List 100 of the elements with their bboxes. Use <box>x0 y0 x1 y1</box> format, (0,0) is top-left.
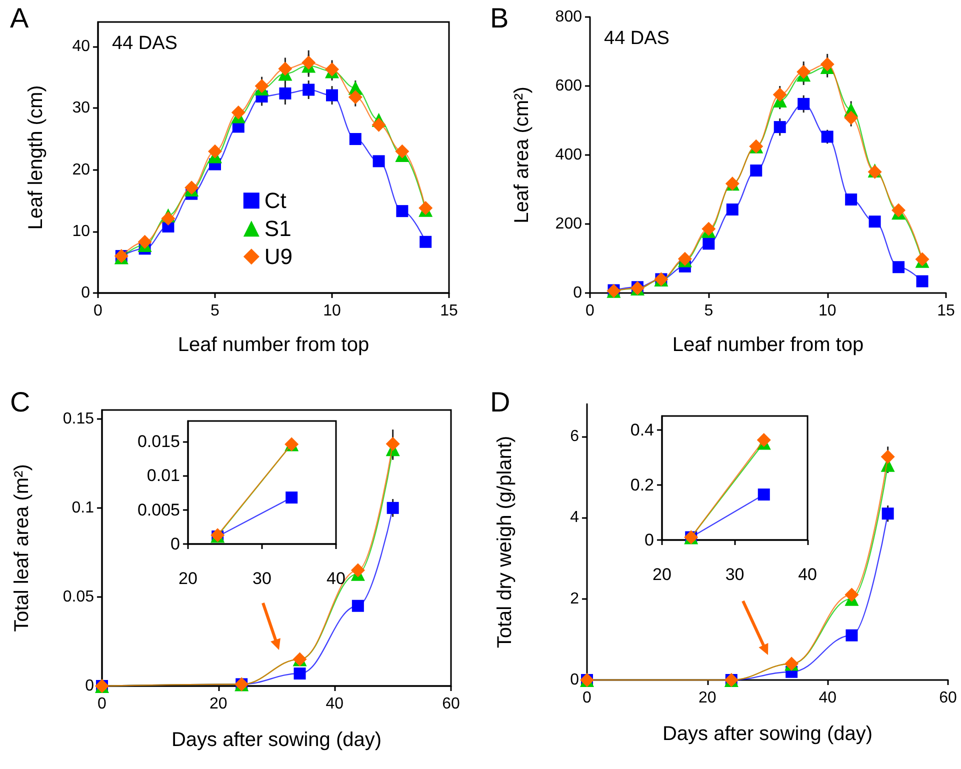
point <box>294 668 306 680</box>
x-tick-label: 5 <box>704 302 714 320</box>
x-tick-label: 10 <box>818 302 836 320</box>
point <box>231 106 246 120</box>
x-tick-label: 0 <box>98 696 107 712</box>
x-tick-label: 0 <box>586 302 595 320</box>
point <box>279 87 292 100</box>
y-tick-label: 6 <box>570 428 580 445</box>
y-tick-label: 0.15 <box>62 410 94 428</box>
x-tick-label: 20 <box>178 569 198 588</box>
point <box>372 118 386 132</box>
y-tick-label: 0 <box>570 672 580 688</box>
point <box>772 88 787 102</box>
x-tick-label: 20 <box>209 696 228 712</box>
y-tick-label: 800 <box>555 8 582 26</box>
legend-label: Ct <box>264 188 286 214</box>
y-tick-label: 0 <box>85 678 94 694</box>
point <box>796 64 811 79</box>
point <box>726 204 738 216</box>
x-axis-title: Leaf number from top <box>178 334 370 356</box>
y-tick-label: 0.015 <box>137 432 180 451</box>
annotation: 44 DAS <box>112 33 178 54</box>
point <box>845 194 858 206</box>
annotation: 44 DAS <box>604 28 670 49</box>
x-tick-label: 5 <box>210 302 220 320</box>
y-tick-label: 0.4 <box>630 420 654 440</box>
point <box>880 450 895 464</box>
y-tick-label: 0.005 <box>137 500 180 520</box>
point <box>882 508 894 520</box>
text: A <box>10 2 29 34</box>
point <box>916 275 928 288</box>
x-tick-label: 20 <box>652 565 672 584</box>
point <box>348 90 362 104</box>
y-tick-label: 0.05 <box>62 588 94 606</box>
point <box>372 155 385 168</box>
point <box>138 234 152 249</box>
x-tick-label: 60 <box>442 696 460 712</box>
point <box>396 205 408 218</box>
y-tick-label: 4 <box>570 509 580 526</box>
point <box>846 629 858 642</box>
y-tick-label: 0 <box>573 284 582 302</box>
point <box>798 98 810 110</box>
y-axis-title: Leaf length (cm) <box>25 85 47 230</box>
x-axis-title: Leaf number from top <box>672 334 864 356</box>
point <box>702 238 715 250</box>
y-tick-label: 0 <box>81 284 90 302</box>
y-tick-label: 600 <box>555 78 582 94</box>
x-tick-label: 40 <box>798 565 818 584</box>
legend-label: U9 <box>264 244 293 270</box>
text: B <box>490 2 509 34</box>
point <box>395 144 410 158</box>
point <box>820 57 834 72</box>
legend-label: S1 <box>264 216 292 242</box>
point <box>868 216 881 228</box>
x-axis-title: Days after sowing (day) <box>171 729 382 751</box>
x-tick-label: 40 <box>818 690 837 706</box>
point <box>254 79 269 94</box>
y-tick-label: 0 <box>170 534 180 554</box>
y-tick-label: 400 <box>555 146 582 164</box>
x-tick-label: 10 <box>323 302 341 320</box>
x-tick-label: 30 <box>252 569 272 588</box>
x-tick-label: 60 <box>939 690 957 706</box>
point <box>892 261 905 274</box>
point <box>774 121 786 134</box>
y-tick-label: 30 <box>72 100 90 117</box>
x-tick-label: 15 <box>440 302 458 320</box>
y-axis-title: Leaf area (cm²) <box>511 86 533 224</box>
y-tick-label: 0 <box>644 530 654 550</box>
point <box>352 600 364 612</box>
y-axis-title: Total leaf area (m²) <box>11 464 33 632</box>
point <box>302 84 315 96</box>
text: C <box>10 386 30 418</box>
point <box>161 211 176 226</box>
y-tick-label: 10 <box>72 222 90 240</box>
x-tick-label: 20 <box>698 690 716 706</box>
point <box>326 89 338 102</box>
text: D <box>490 386 510 418</box>
point <box>386 436 400 451</box>
x-tick-label: 40 <box>326 569 346 588</box>
y-tick-label: 20 <box>72 161 90 178</box>
point <box>750 164 762 177</box>
y-tick-label: 0.01 <box>146 466 180 486</box>
x-tick-label: 30 <box>725 565 744 584</box>
point <box>758 488 770 501</box>
point <box>420 236 432 248</box>
x-axis-title: Days after sowing (day) <box>662 723 873 745</box>
x-tick-label: 40 <box>326 696 344 712</box>
point <box>350 563 365 578</box>
point <box>302 56 316 70</box>
y-tick-label: 2 <box>570 590 580 608</box>
x-tick-label: 15 <box>937 302 955 320</box>
point <box>349 133 362 146</box>
y-tick-label: 40 <box>72 38 90 56</box>
point <box>386 502 399 514</box>
y-axis-title: Total dry weigh (g/plant) <box>494 436 516 648</box>
y-tick-label: 0.2 <box>630 475 654 494</box>
point <box>286 492 298 504</box>
point <box>892 203 906 218</box>
y-tick-label: 200 <box>555 216 582 232</box>
point <box>844 110 858 125</box>
